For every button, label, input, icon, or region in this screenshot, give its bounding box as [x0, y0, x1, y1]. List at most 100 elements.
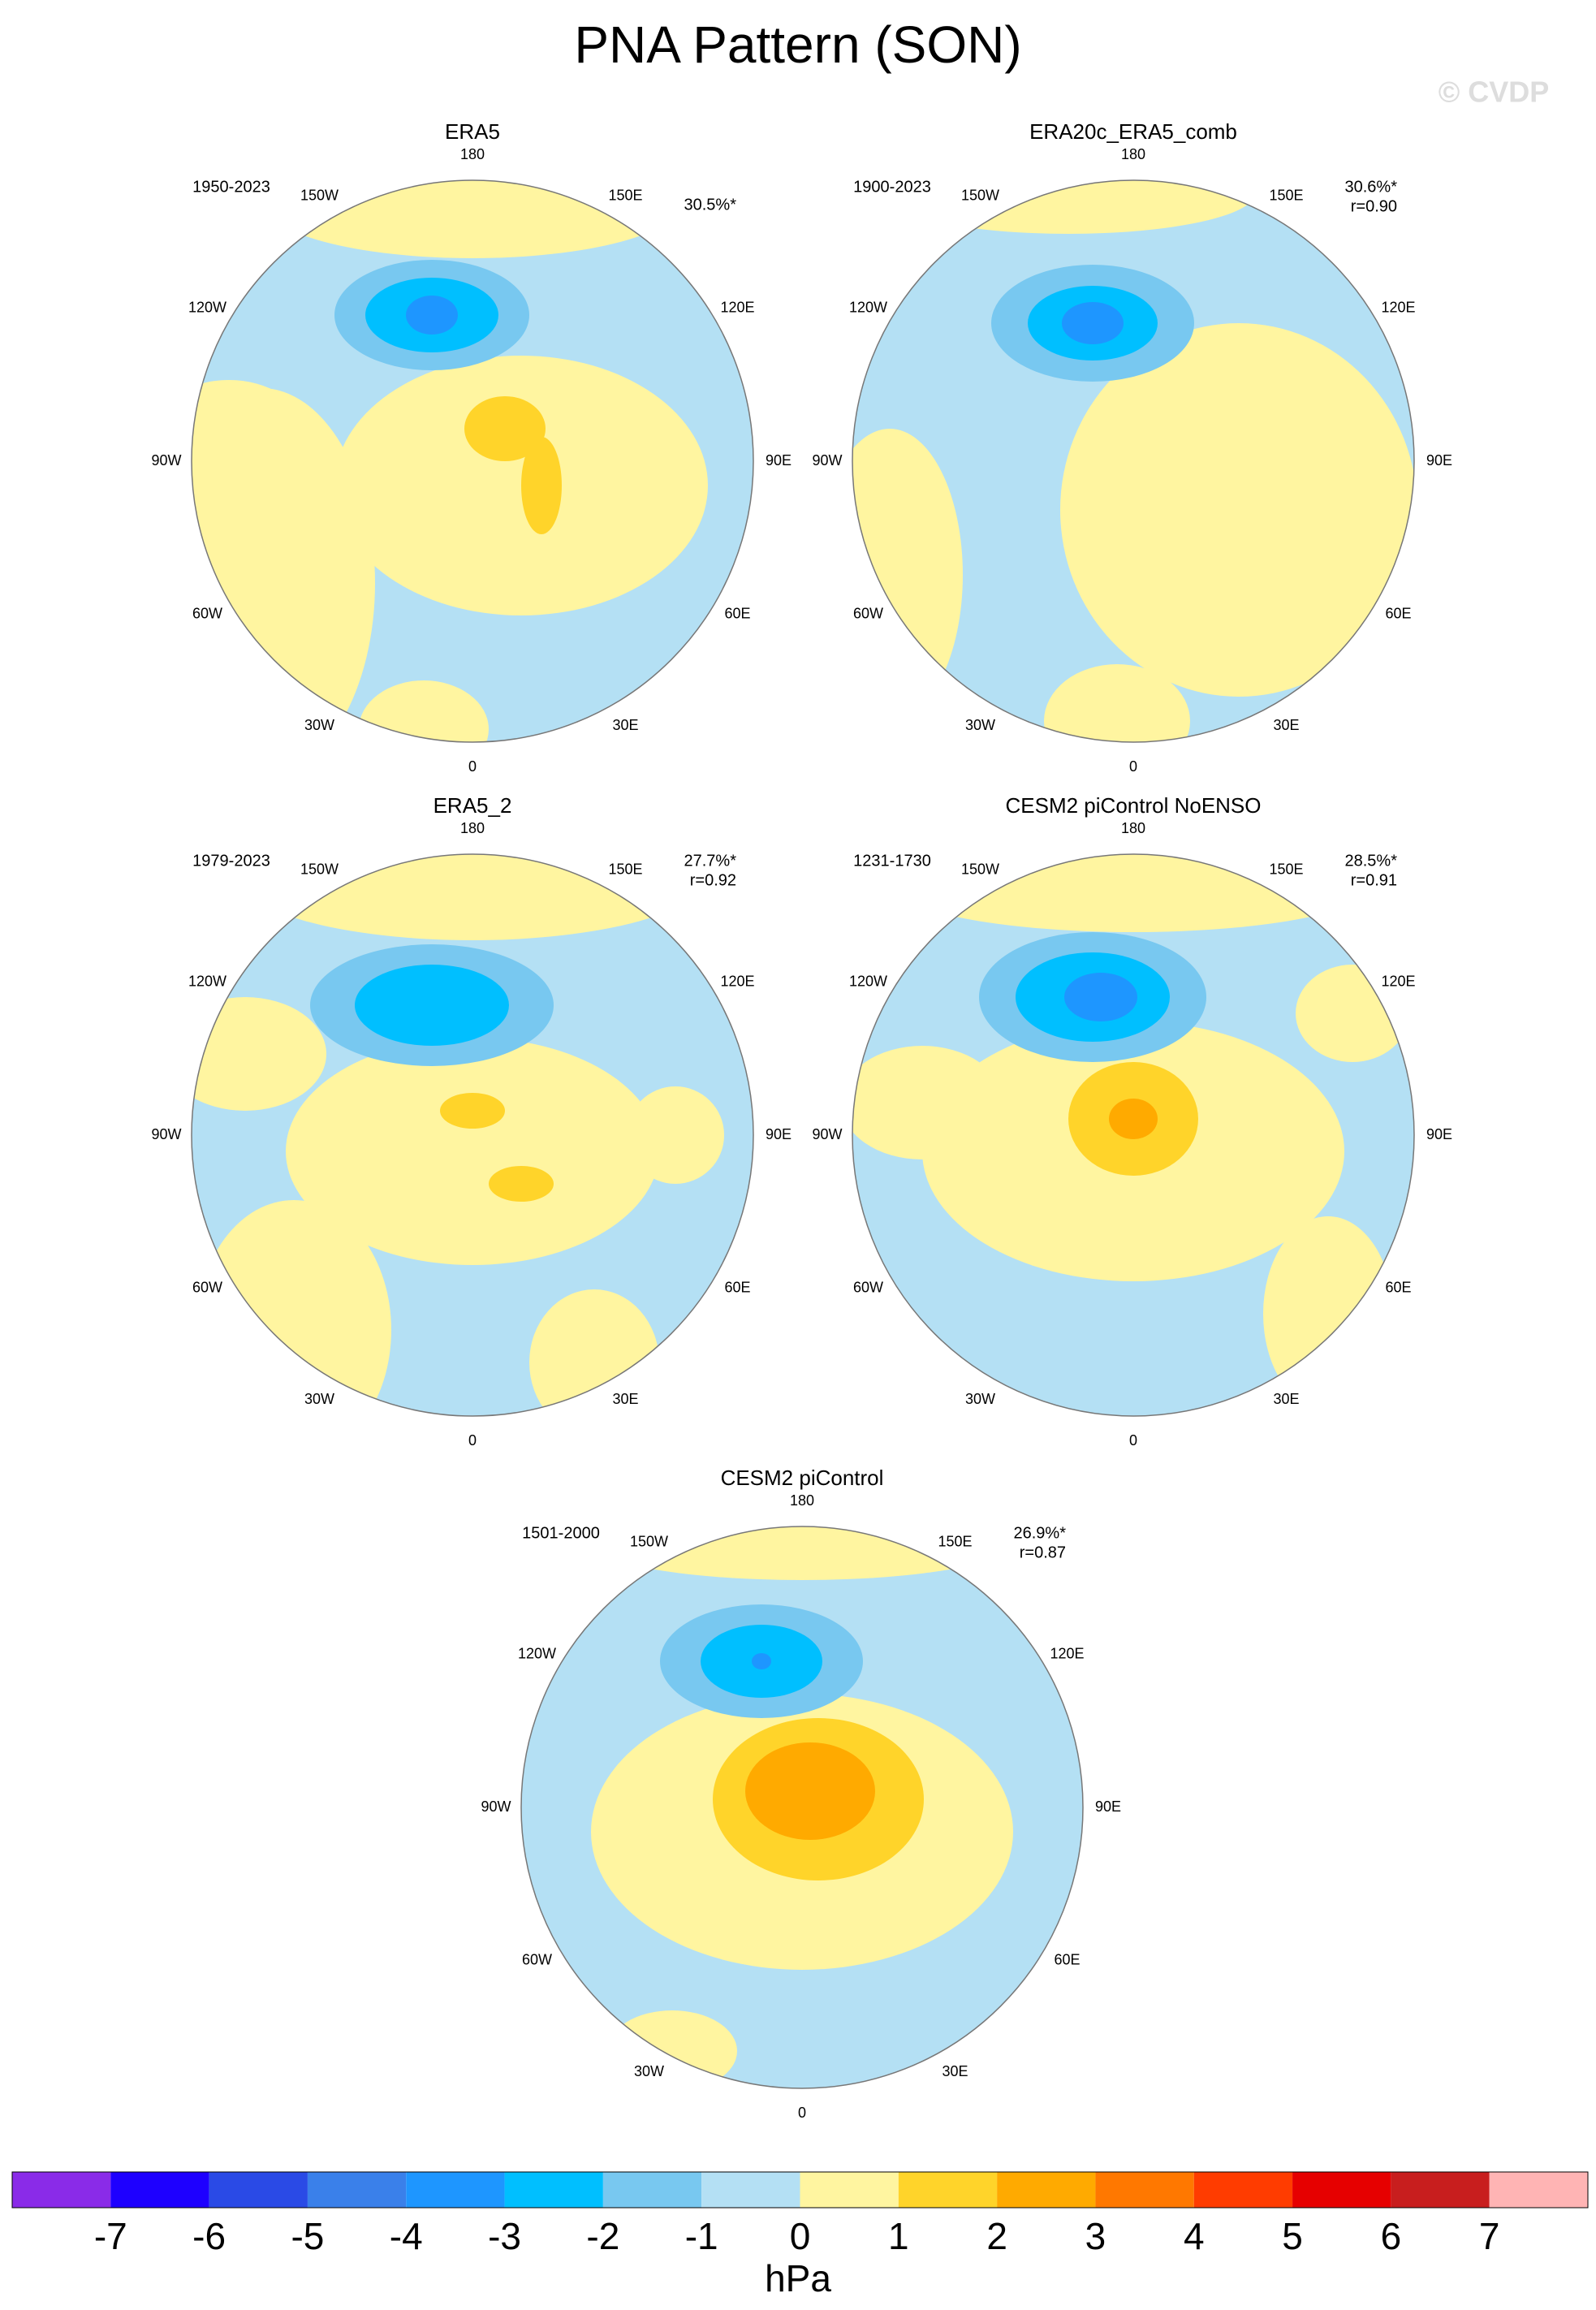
longitude-label: 90E [1426, 452, 1452, 468]
colorbar-label: -1 [685, 2215, 718, 2257]
panel-title: ERA5_2 [434, 793, 512, 818]
longitude-label: 150E [1269, 187, 1303, 203]
panel-title: ERA20c_ERA5_comb [1029, 119, 1237, 144]
longitude-label: 90E [766, 1126, 792, 1142]
longitude-label: 120E [1381, 299, 1415, 315]
longitude-label: 60W [853, 1279, 883, 1295]
longitude-label: 0 [1129, 758, 1137, 775]
colorbar-label: 6 [1381, 2215, 1402, 2257]
anomaly-region [882, 180, 1255, 234]
anomaly-region [192, 997, 326, 1111]
longitude-label: 30W [965, 717, 995, 733]
colorbar-box [1489, 2172, 1588, 2208]
map [192, 854, 753, 1416]
anomaly-region [359, 680, 489, 742]
period: 1231-1730 [853, 852, 931, 870]
map-border [191, 179, 754, 743]
longitude-label: 120W [849, 973, 887, 989]
longitude-label: 120E [1381, 973, 1415, 989]
longitude-label: 30W [965, 1391, 995, 1407]
anomaly-region [583, 1526, 1021, 1580]
anomaly-region [627, 1086, 724, 1184]
anomaly-region [261, 180, 684, 258]
colorbar-unit: hPa [765, 2257, 831, 2299]
pattern-correlation: r=0.91 [1351, 871, 1397, 889]
longitude-label: 30E [1273, 1391, 1299, 1407]
anomaly-region [1263, 1216, 1393, 1411]
longitude-label: 150W [300, 861, 339, 877]
figure-title: PNA Pattern (SON) [574, 15, 1021, 74]
colorbar-label: -3 [488, 2215, 521, 2257]
colorbar-box [1391, 2172, 1490, 2208]
map-border [520, 1526, 1084, 2089]
colorbar-box [12, 2172, 111, 2208]
longitude-label: 180 [790, 1492, 814, 1509]
map-border [852, 853, 1415, 1417]
longitude-label: 90W [812, 452, 842, 468]
anomaly-region [752, 1653, 771, 1669]
colorbar-box [800, 2172, 899, 2208]
longitude-label: 180 [460, 146, 485, 162]
longitude-label: 30W [304, 717, 334, 733]
period: 1950-2023 [192, 178, 270, 196]
longitude-label: 120E [1050, 1645, 1084, 1661]
panel-title: CESM2 piControl NoENSO [1006, 793, 1262, 818]
colorbar-label: -4 [390, 2215, 423, 2257]
anomaly-region [890, 854, 1377, 932]
longitude-label: 90W [151, 1126, 181, 1142]
longitude-label: 60W [192, 605, 222, 621]
longitude-label: 0 [1129, 1432, 1137, 1449]
anomaly-region [406, 296, 458, 335]
colorbar-box [602, 2172, 702, 2208]
period: 1501-2000 [522, 1524, 600, 1542]
anomaly-region [355, 965, 509, 1046]
longitude-label: 30E [942, 2063, 968, 2079]
anomaly-region [1060, 323, 1414, 697]
pattern-correlation: r=0.92 [690, 871, 736, 889]
map [852, 854, 1414, 1416]
longitude-label: 120W [188, 299, 226, 315]
longitude-label: 0 [468, 1432, 477, 1449]
panel-title: CESM2 piControl [721, 1466, 884, 1490]
longitude-label: 90E [1426, 1126, 1452, 1142]
longitude-label: 90E [766, 452, 792, 468]
colorbar-label: 1 [888, 2215, 909, 2257]
longitude-label: 90W [151, 452, 181, 468]
colorbar-box [406, 2172, 505, 2208]
longitude-label: 60E [724, 605, 750, 621]
anomaly-region [489, 1166, 554, 1202]
anomaly-region [464, 396, 546, 461]
longitude-label: 150E [608, 861, 642, 877]
colorbar-label: -7 [94, 2215, 127, 2257]
colorbar-box [1292, 2172, 1391, 2208]
period: 1900-2023 [853, 178, 931, 196]
longitude-label: 180 [460, 820, 485, 836]
longitude-label: 30E [612, 717, 638, 733]
longitude-label: 120E [720, 973, 754, 989]
longitude-label: 90E [1095, 1798, 1121, 1815]
anomaly-region [196, 1200, 391, 1416]
colorbar-label: -5 [291, 2215, 324, 2257]
longitude-label: 60E [1054, 1951, 1080, 1967]
longitude-label: 60E [1385, 1279, 1411, 1295]
variance: 30.5%* [684, 196, 737, 214]
longitude-label: 120W [518, 1645, 556, 1661]
longitude-label: 60W [522, 1951, 552, 1967]
longitude-label: 30E [612, 1391, 638, 1407]
anomaly-region [237, 854, 708, 940]
anomaly-region [1064, 973, 1137, 1021]
map-border [191, 853, 754, 1417]
anomaly-region [440, 1093, 505, 1129]
longitude-label: 180 [1121, 820, 1145, 836]
anomaly-region [521, 437, 562, 534]
longitude-label: 30W [634, 2063, 664, 2079]
variance: 28.5%* [1345, 852, 1398, 870]
colorbar-box [307, 2172, 407, 2208]
map [192, 180, 753, 742]
variance: 30.6%* [1345, 178, 1398, 196]
longitude-label: 60W [853, 605, 883, 621]
colorbar-label: -6 [192, 2215, 226, 2257]
anomaly-region [852, 429, 963, 721]
map [521, 1526, 1083, 2088]
